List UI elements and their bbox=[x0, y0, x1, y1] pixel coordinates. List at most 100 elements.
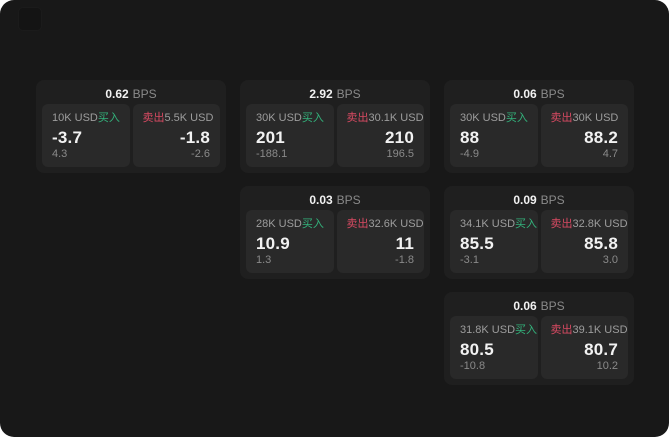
quote-card[interactable]: 2.92 BPS 30K USD 买入 201 -188.1 卖出 bbox=[240, 80, 430, 173]
quote-card[interactable]: 0.62 BPS 10K USD 买入 -3.7 4.3 卖出 bbox=[36, 80, 226, 173]
sell-panel-top: 卖出 5.5K USD bbox=[143, 112, 214, 125]
buy-amount: 28K USD bbox=[256, 218, 302, 230]
quote-panels: 34.1K USD 买入 85.5 -3.1 卖出 32.8K USD 85.8… bbox=[450, 210, 628, 273]
sell-panel[interactable]: 卖出 32.6K USD 11 -1.8 bbox=[336, 210, 424, 273]
bps-value: 2.92 bbox=[309, 87, 333, 101]
buy-delta: -3.1 bbox=[460, 254, 479, 266]
buy-side-label: 买入 bbox=[301, 112, 324, 124]
bps-header: 2.92 BPS bbox=[246, 85, 424, 104]
buy-amount: 30K USD bbox=[256, 112, 302, 124]
buy-panel[interactable]: 28K USD 买入 10.9 1.3 bbox=[246, 210, 334, 273]
quote-card[interactable]: 0.09 BPS 34.1K USD 买入 85.5 -3.1 卖出 bbox=[444, 186, 634, 279]
quotes-grid: 0.62 BPS 10K USD 买入 -3.7 4.3 卖出 bbox=[36, 80, 634, 385]
buy-amount: 31.8K USD bbox=[460, 324, 516, 336]
sell-price: -1.8 bbox=[179, 128, 210, 147]
buy-price: -3.7 bbox=[52, 128, 83, 147]
buy-panel[interactable]: 30K USD 买入 88 -4.9 bbox=[450, 104, 538, 167]
sell-side-label: 卖出 bbox=[550, 324, 573, 336]
buy-price: 85.5 bbox=[460, 234, 494, 253]
app-icon[interactable] bbox=[18, 7, 42, 31]
sell-side-label: 卖出 bbox=[346, 218, 369, 230]
sell-panel[interactable]: 卖出 30K USD 88.2 4.7 bbox=[540, 104, 628, 167]
sell-amount: 32.6K USD bbox=[368, 218, 424, 230]
buy-side-label: 买入 bbox=[301, 218, 324, 230]
quote-panels: 30K USD 买入 88 -4.9 卖出 30K USD 88.2 4.7 bbox=[450, 104, 628, 167]
sell-delta: 196.5 bbox=[386, 148, 414, 160]
sell-panel-top: 卖出 30.1K USD bbox=[347, 112, 424, 125]
buy-amount: 34.1K USD bbox=[460, 218, 516, 230]
bps-unit: BPS bbox=[540, 193, 565, 207]
buy-price: 88 bbox=[460, 128, 480, 147]
buy-amount: 10K USD bbox=[52, 112, 98, 124]
bps-unit: BPS bbox=[336, 193, 361, 207]
bps-unit: BPS bbox=[540, 299, 565, 313]
sell-delta: -1.8 bbox=[395, 254, 414, 266]
buy-price: 201 bbox=[256, 128, 285, 147]
sell-panel[interactable]: 卖出 39.1K USD 80.7 10.2 bbox=[540, 316, 628, 379]
sell-delta: 10.2 bbox=[596, 360, 618, 372]
quote-panels: 30K USD 买入 201 -188.1 卖出 30.1K USD 210 1… bbox=[246, 104, 424, 167]
bps-value: 0.06 bbox=[513, 87, 537, 101]
sell-panel-top: 卖出 30K USD bbox=[551, 112, 619, 125]
quote-panels: 28K USD 买入 10.9 1.3 卖出 32.6K USD 11 -1.8 bbox=[246, 210, 424, 273]
bps-value: 0.03 bbox=[309, 193, 333, 207]
sell-price: 80.7 bbox=[584, 340, 618, 359]
sell-panel[interactable]: 卖出 32.8K USD 85.8 3.0 bbox=[540, 210, 628, 273]
quote-card[interactable]: 0.06 BPS 31.8K USD 买入 80.5 -10.8 卖 bbox=[444, 292, 634, 385]
sell-panel-top: 卖出 39.1K USD bbox=[550, 324, 628, 337]
sell-delta: 3.0 bbox=[602, 254, 618, 266]
sell-price: 85.8 bbox=[584, 234, 618, 253]
buy-panel-top: 30K USD 买入 bbox=[460, 112, 528, 125]
sell-amount: 30.1K USD bbox=[368, 112, 424, 124]
buy-panel[interactable]: 10K USD 买入 -3.7 4.3 bbox=[42, 104, 130, 167]
bps-value: 0.06 bbox=[513, 299, 537, 313]
sell-side-label: 卖出 bbox=[550, 112, 573, 124]
sell-delta: -2.6 bbox=[191, 148, 210, 160]
bps-unit: BPS bbox=[132, 87, 157, 101]
buy-side-label: 买入 bbox=[505, 112, 528, 124]
bps-value: 0.09 bbox=[513, 193, 537, 207]
quote-panels: 10K USD 买入 -3.7 4.3 卖出 5.5K USD -1.8 -2.… bbox=[42, 104, 220, 167]
buy-price: 10.9 bbox=[256, 234, 290, 253]
quote-panels: 31.8K USD 买入 80.5 -10.8 卖出 39.1K USD 80.… bbox=[450, 316, 628, 379]
sell-amount: 32.8K USD bbox=[572, 218, 628, 230]
sell-amount: 39.1K USD bbox=[572, 324, 628, 336]
quote-card[interactable]: 0.06 BPS 30K USD 买入 88 -4.9 卖出 bbox=[444, 80, 634, 173]
buy-panel[interactable]: 30K USD 买入 201 -188.1 bbox=[246, 104, 334, 167]
buy-panel-top: 31.8K USD 买入 bbox=[460, 324, 537, 337]
bps-header: 0.03 BPS bbox=[246, 191, 424, 210]
sell-price: 210 bbox=[385, 128, 414, 147]
sell-price: 88.2 bbox=[584, 128, 618, 147]
sell-amount: 30K USD bbox=[572, 112, 619, 124]
bps-header: 0.62 BPS bbox=[42, 85, 220, 104]
buy-amount: 30K USD bbox=[460, 112, 506, 124]
buy-panel-top: 30K USD 买入 bbox=[256, 112, 324, 125]
buy-panel[interactable]: 31.8K USD 买入 80.5 -10.8 bbox=[450, 316, 538, 379]
bps-header: 0.06 BPS bbox=[450, 85, 628, 104]
buy-panel[interactable]: 34.1K USD 买入 85.5 -3.1 bbox=[450, 210, 538, 273]
sell-side-label: 卖出 bbox=[550, 218, 573, 230]
buy-delta: -4.9 bbox=[460, 148, 479, 160]
buy-side-label: 买入 bbox=[515, 324, 538, 336]
bps-unit: BPS bbox=[540, 87, 565, 101]
sell-panel[interactable]: 卖出 5.5K USD -1.8 -2.6 bbox=[132, 104, 220, 167]
buy-side-label: 买入 bbox=[97, 112, 120, 124]
quote-card[interactable]: 0.03 BPS 28K USD 买入 10.9 1.3 卖出 bbox=[240, 186, 430, 279]
bps-value: 0.62 bbox=[105, 87, 129, 101]
sell-price: 11 bbox=[395, 234, 414, 253]
sell-panel[interactable]: 卖出 30.1K USD 210 196.5 bbox=[336, 104, 424, 167]
buy-delta: -188.1 bbox=[256, 148, 288, 160]
buy-panel-top: 28K USD 买入 bbox=[256, 218, 324, 231]
sell-panel-top: 卖出 32.6K USD bbox=[346, 218, 424, 231]
buy-price: 80.5 bbox=[460, 340, 494, 359]
sell-delta: 4.7 bbox=[602, 148, 618, 160]
bps-unit: BPS bbox=[336, 87, 361, 101]
buy-delta: 1.3 bbox=[256, 254, 272, 266]
bps-header: 0.06 BPS bbox=[450, 297, 628, 316]
buy-delta: -10.8 bbox=[460, 360, 486, 372]
buy-delta: 4.3 bbox=[52, 148, 68, 160]
buy-panel-top: 10K USD 买入 bbox=[52, 112, 120, 125]
bps-header: 0.09 BPS bbox=[450, 191, 628, 210]
buy-side-label: 买入 bbox=[515, 218, 538, 230]
